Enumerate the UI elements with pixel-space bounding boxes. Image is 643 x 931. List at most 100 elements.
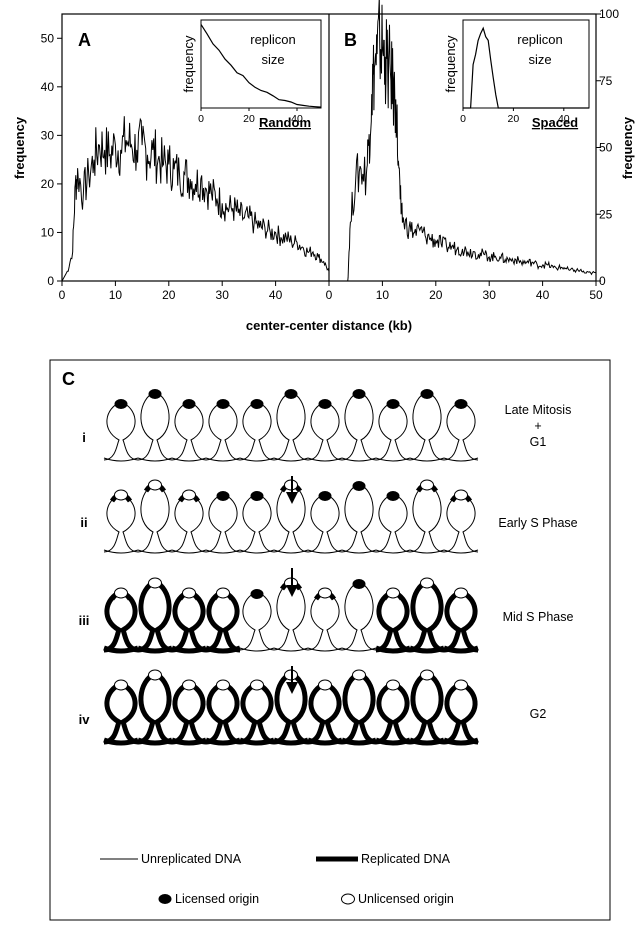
unreplicated-loop [307,493,343,553]
unreplicated-loop [409,391,445,461]
unreplicated-loop [205,401,241,461]
x-tick-label: 30 [216,288,230,302]
inset-x-tick-label: 0 [198,113,204,125]
row-numeral: iv [79,712,91,727]
licensed-origin-icon [114,399,128,409]
replicated-loop [409,579,445,653]
phase-label: Early S Phase [498,516,577,530]
legend-unlicensed-origin-icon [341,893,355,905]
loop-base [103,549,139,554]
unreplicated-loop [137,483,173,553]
loop-base [273,647,309,652]
loop-base [205,549,241,554]
loop-base [375,457,411,462]
loop-base [137,549,173,554]
unreplicated-loop [205,493,241,553]
legend-unreplicated-label: Unreplicated DNA [141,852,242,866]
unlicensed-origin-icon [250,679,264,691]
inset-b-title-line1: replicon [517,32,563,47]
replicated-loop [307,681,343,745]
loop-base [341,647,377,652]
loop-base [375,645,411,654]
inset-a-label: Random [259,115,311,130]
inset-b-ylabel: frequency [443,35,458,93]
legend-unlicensed-label: Unlicensed origin [358,892,454,906]
replicated-loop [443,589,479,653]
row-numeral: iii [79,613,90,628]
loop-base [103,457,139,462]
inset-b-label: Spaced [532,115,578,130]
loop-base [443,737,479,746]
loop-row: iii Mid S Phase [79,577,574,654]
x-tick-label: 40 [536,288,550,302]
unlicensed-origin-icon [420,669,434,681]
loop-base [341,457,377,462]
replicated-loop [103,589,139,653]
unreplicated-loop [341,581,377,651]
licensed-origin-icon [216,491,230,501]
replicated-loop [205,681,241,745]
inset-a-frame [200,19,322,109]
x-tick-label: 50 [589,288,603,302]
loop-row: i Late Mitosis + G1 [82,389,572,462]
unlicensed-origin-icon [420,577,434,589]
loop-base [137,645,173,654]
unreplicated-loop [375,493,411,553]
unlicensed-origin-icon [318,587,332,599]
legend-replicated-label: Replicated DNA [361,852,451,866]
phase-label: Mid S Phase [503,610,574,624]
unlicensed-origin-icon [182,489,196,501]
replicated-loop [103,681,139,745]
inset-x-tick-label: 20 [508,113,520,125]
replicated-loop [341,671,377,745]
unreplicated-loop [239,591,275,651]
y-tick-label: 40 [41,80,55,94]
phase-label: Late Mitosis [505,403,572,417]
y-tick-label: 100 [599,7,619,21]
y-tick-label: 0 [599,274,606,288]
legend: Unreplicated DNA Replicated DNA Licensed… [100,852,454,906]
inset-a-ylabel: frequency [181,35,196,93]
loop-base [103,645,139,654]
x-tick-label: 30 [483,288,497,302]
licensed-origin-icon [250,589,264,599]
loop-base [205,457,241,462]
loop-base [409,457,445,462]
inset-a-title-line2: size [261,52,284,67]
unlicensed-origin-icon [148,479,162,491]
loop-base [375,737,411,746]
licensed-origin-icon [284,389,298,399]
licensed-origin-icon [216,399,230,409]
unlicensed-origin-icon [216,679,230,691]
loop-base [341,549,377,554]
unreplicated-loop [443,493,479,553]
inset-x-tick-label: 0 [460,113,466,125]
loop-base [273,737,309,746]
unlicensed-origin-icon [454,489,468,501]
unreplicated-loop [375,401,411,461]
licensed-origin-icon [352,389,366,399]
y-tick-label: 50 [41,31,55,45]
x-tick-label: 40 [269,288,283,302]
legend-licensed-label: Licensed origin [175,892,259,906]
replicated-loop [239,681,275,745]
licensed-origin-icon [250,399,264,409]
licensed-origin-icon [454,399,468,409]
licensed-origin-icon [250,491,264,501]
inset-x-tick-label: 20 [243,113,255,125]
replicated-loop [205,589,241,653]
unreplicated-loop [341,483,377,553]
unlicensed-origin-icon [420,479,434,491]
x-tick-label: 0 [326,288,333,302]
loop-base [137,737,173,746]
unlicensed-origin-icon [318,679,332,691]
licensed-origin-icon [182,399,196,409]
panel-c: C i Late Mitosis + G1 ii Early S Phase iii Mid … [49,359,611,921]
y-axis-title-right: frequency [620,116,635,179]
unreplicated-loop [443,401,479,461]
loop-base [171,737,207,746]
replicated-loop [375,589,411,653]
